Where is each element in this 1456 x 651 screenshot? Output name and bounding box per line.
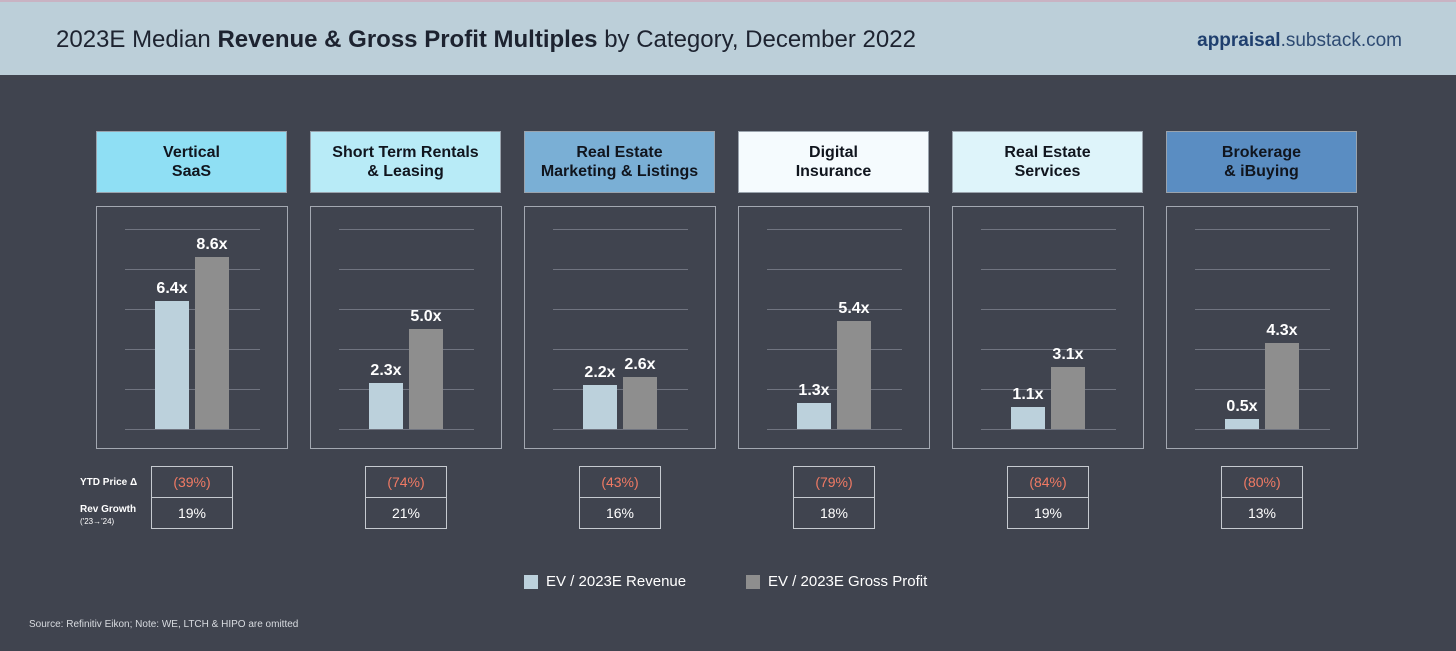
chart-title: 2023E Median Revenue & Gross Profit Mult… — [56, 26, 916, 53]
gridline — [339, 429, 474, 430]
gridline — [767, 349, 902, 350]
bar-revenue — [797, 403, 831, 429]
gridline — [1195, 309, 1330, 310]
gridline — [981, 389, 1116, 390]
rev-growth-row-sublabel: ('23→'24) — [80, 517, 115, 526]
data-label-gross-profit: 3.1x — [1052, 346, 1084, 363]
data-label-revenue: 6.4x — [156, 280, 188, 297]
gridline — [553, 349, 688, 350]
bar-gross-profit — [409, 329, 443, 429]
rev-growth-cell: 13% — [1221, 497, 1303, 529]
gridline — [553, 229, 688, 230]
gridline — [1195, 269, 1330, 270]
gridline — [125, 269, 260, 270]
category-chart-panel: 2.2x 2.6x — [524, 206, 716, 449]
rev-growth-row-label: Rev Growth — [80, 504, 137, 515]
bar-revenue — [155, 301, 189, 429]
gridline — [767, 269, 902, 270]
data-label-gross-profit: 2.6x — [624, 356, 656, 373]
category-chart-panel: 2.3x 5.0x — [310, 206, 502, 449]
bar-gross-profit — [1051, 367, 1085, 429]
category-label: Digital Insurance — [738, 131, 929, 193]
gridline — [339, 229, 474, 230]
category-chart-panel: 0.5x 4.3x — [1166, 206, 1358, 449]
gridline — [981, 429, 1116, 430]
bar-revenue — [1011, 407, 1045, 429]
legend-swatch-revenue — [524, 575, 538, 589]
gridline — [981, 309, 1116, 310]
category-label: Real Estate Services — [952, 131, 1143, 193]
gridline — [339, 349, 474, 350]
bar-revenue — [583, 385, 617, 429]
ytd-price-change-cell: (74%) — [365, 466, 447, 498]
legend-label-revenue: EV / 2023E Revenue — [546, 573, 687, 590]
gridline — [1195, 429, 1330, 430]
gridline — [1195, 229, 1330, 230]
category-label: Short Term Rentals & Leasing — [310, 131, 501, 193]
price-change-row-label: YTD Price Δ — [80, 477, 138, 488]
ytd-price-change-cell: (84%) — [1007, 466, 1089, 498]
gridline — [125, 349, 260, 350]
category-chart-panel: 1.1x 3.1x — [952, 206, 1144, 449]
rev-growth-cell: 19% — [1007, 497, 1089, 529]
gridline — [553, 429, 688, 430]
bar-gross-profit — [837, 321, 871, 429]
bar-gross-profit — [623, 377, 657, 429]
data-label-revenue: 2.3x — [370, 362, 402, 379]
category-chart-panel: 6.4x 8.6x — [96, 206, 288, 449]
gridline — [767, 429, 902, 430]
ytd-price-change-cell: (80%) — [1221, 466, 1303, 498]
data-label-revenue: 2.2x — [584, 364, 616, 381]
gridline — [339, 309, 474, 310]
gridline — [981, 349, 1116, 350]
gridline — [1195, 349, 1330, 350]
source-note: Source: Refinitiv Eikon; Note: WE, LTCH … — [29, 619, 299, 630]
bar-revenue — [369, 383, 403, 429]
brand-link[interactable]: appraisal.substack.com — [1197, 30, 1402, 51]
category-chart-panel: 1.3x 5.4x — [738, 206, 930, 449]
bar-gross-profit — [195, 257, 229, 429]
category-label: Real Estate Marketing & Listings — [524, 131, 715, 193]
gridline — [125, 229, 260, 230]
gridline — [339, 389, 474, 390]
rev-growth-cell: 18% — [793, 497, 875, 529]
ytd-price-change-cell: (39%) — [151, 466, 233, 498]
data-label-gross-profit: 8.6x — [196, 236, 228, 253]
bar-gross-profit — [1265, 343, 1299, 429]
legend-swatch-gross-profit — [746, 575, 760, 589]
category-label: Brokerage & iBuying — [1166, 131, 1357, 193]
gridline — [1195, 389, 1330, 390]
gridline — [767, 389, 902, 390]
legend-label-gross-profit: EV / 2023E Gross Profit — [768, 573, 928, 590]
gridline — [553, 389, 688, 390]
gridline — [767, 309, 902, 310]
gridline — [125, 389, 260, 390]
data-label-gross-profit: 5.0x — [410, 308, 442, 325]
gridline — [981, 229, 1116, 230]
bar-revenue — [1225, 419, 1259, 429]
gridline — [125, 429, 260, 430]
data-label-gross-profit: 4.3x — [1266, 322, 1298, 339]
header-bar: 2023E Median Revenue & Gross Profit Mult… — [0, 0, 1456, 75]
gridline — [767, 229, 902, 230]
gridline — [125, 309, 260, 310]
rev-growth-cell: 21% — [365, 497, 447, 529]
rev-growth-cell: 16% — [579, 497, 661, 529]
data-label-revenue: 1.3x — [798, 382, 830, 399]
category-label: Vertical SaaS — [96, 131, 287, 193]
data-label-gross-profit: 5.4x — [838, 300, 870, 317]
gridline — [339, 269, 474, 270]
ytd-price-change-cell: (43%) — [579, 466, 661, 498]
gridline — [981, 269, 1116, 270]
data-label-revenue: 0.5x — [1226, 398, 1258, 415]
data-label-revenue: 1.1x — [1012, 386, 1044, 403]
rev-growth-cell: 19% — [151, 497, 233, 529]
ytd-price-change-cell: (79%) — [793, 466, 875, 498]
gridline — [553, 309, 688, 310]
gridline — [553, 269, 688, 270]
